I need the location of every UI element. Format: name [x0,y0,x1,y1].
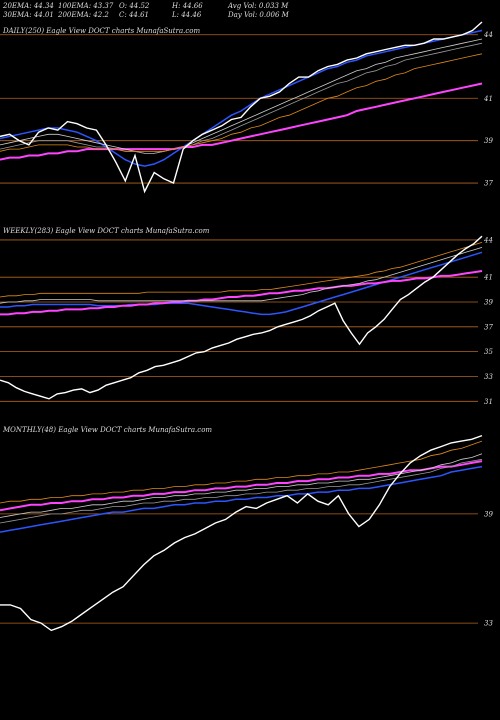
moving-average-line [0,270,483,316]
moving-average-line [0,247,483,304]
price-line [0,235,483,400]
moving-average-line [0,460,483,512]
moving-average-line [0,53,483,152]
header-low: L: 44.46 [172,11,202,19]
moving-average-line [0,82,483,161]
moving-average-line [0,440,483,504]
y-tick-label: 39 [484,510,493,518]
header-ema30: 30EMA: 44.01 [3,11,54,19]
header-ema20: 20EMA: 44.34 [3,2,54,10]
moving-average-line [0,458,483,524]
moving-average-line [0,242,483,298]
monthly-panel-label: MONTHLY(48) Eagle View DOCT charts Munaf… [3,426,213,434]
price-line [0,434,483,632]
header-close: C: 44.61 [119,11,149,19]
header-ema200: 200EMA: 42.2 [58,11,109,19]
moving-average-line [0,38,483,154]
moving-average-line [0,29,483,167]
y-tick-label: 41 [483,95,493,103]
moving-average-line [0,42,483,154]
weekly-panel-label: WEEKLY(283) Eagle View DOCT charts Munaf… [3,227,210,235]
price-line [0,21,483,194]
y-tick-label: 33 [484,373,493,381]
y-tick-label: 44 [483,31,493,39]
y-tick-label: 44 [483,236,493,244]
daily-panel-label: DAILY(250) Eagle View DOCT charts Munafa… [3,27,201,35]
moving-average-line [0,453,483,518]
header-ema100: 100EMA: 43.37 [58,2,114,10]
y-tick-label: 37 [484,323,493,331]
header-open: O: 44.52 [119,2,150,10]
header-avg-vol: Avg Vol: 0.033 M [228,2,289,10]
moving-average-line [0,465,483,533]
y-tick-label: 41 [483,274,493,282]
header-day-vol: Day Vol: 0.006 M [228,11,289,19]
y-tick-label: 39 [484,137,493,145]
y-tick-label: 33 [484,620,493,628]
moving-average-line [0,251,483,316]
y-tick-label: 31 [484,398,493,406]
y-tick-label: 35 [484,348,493,356]
y-tick-label: 37 [484,180,493,188]
y-tick-label: 39 [484,299,493,307]
header-high: H: 44.66 [172,2,203,10]
